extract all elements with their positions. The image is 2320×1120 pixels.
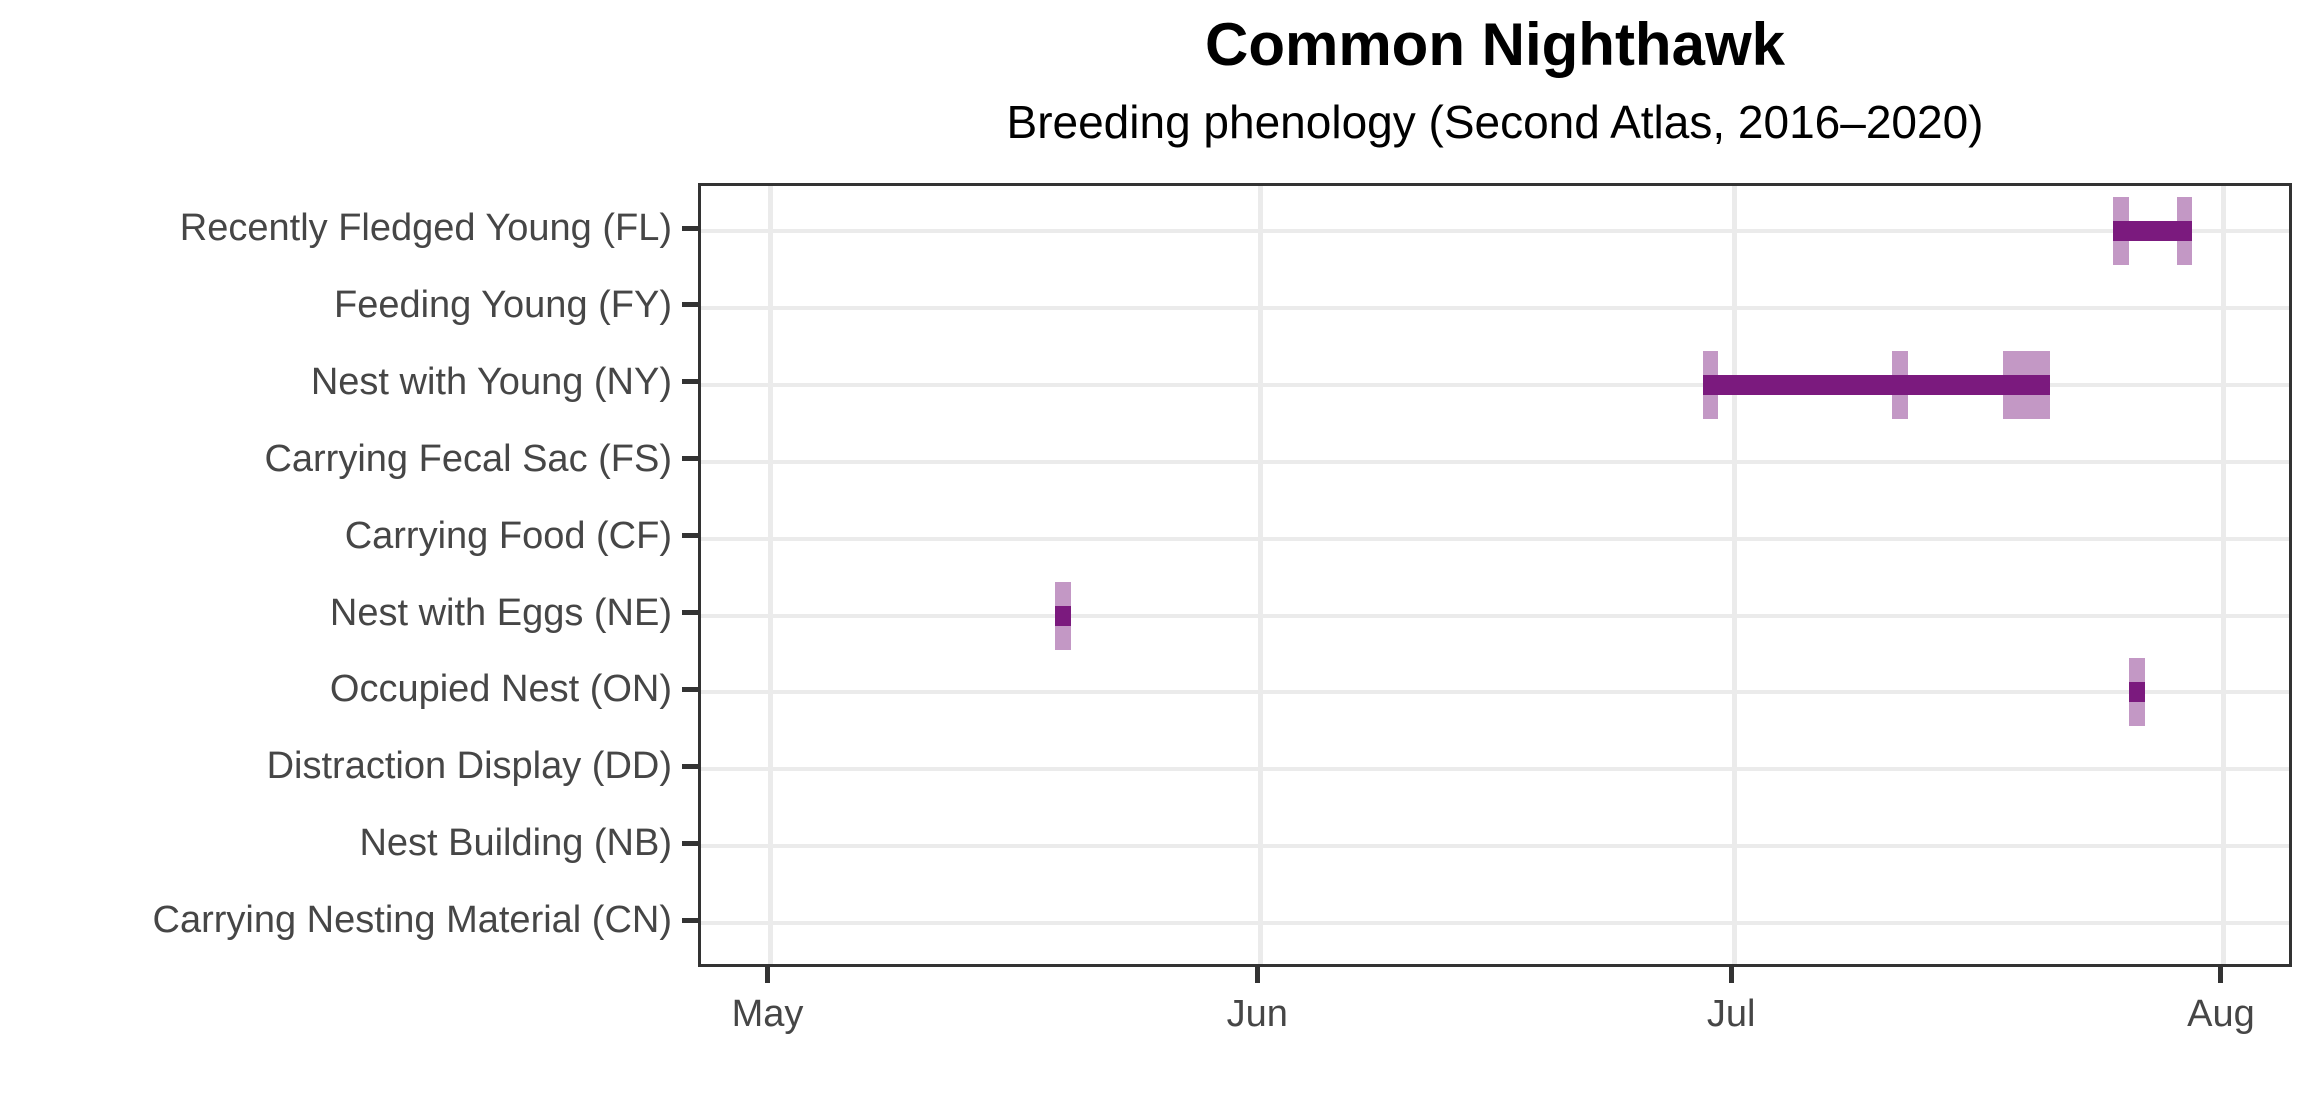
gridline-row-fs: [701, 459, 2289, 464]
y-axis-label-dd: Distraction Display (DD): [266, 745, 672, 788]
y-axis-label-ne: Nest with Eggs (NE): [329, 591, 672, 634]
y-axis-tick-cn: [682, 917, 698, 923]
x-axis-label-jul: Jul: [1706, 993, 1756, 1035]
y-axis-label-cf: Carrying Food (CF): [344, 514, 672, 557]
y-axis-tick-fy: [682, 302, 698, 308]
y-axis-tick-cf: [682, 533, 698, 539]
y-axis-tick-fs: [682, 456, 698, 462]
y-axis-tick-dd: [682, 763, 698, 769]
range-bar-ne: [1054, 605, 1071, 626]
gridline-row-ny: [701, 382, 2289, 387]
y-axis-label-on: Occupied Nest (ON): [329, 668, 672, 711]
x-axis-tick-jul: [1728, 967, 1734, 983]
x-axis-label-aug: Aug: [2187, 993, 2255, 1035]
x-axis-label-jun: Jun: [1226, 993, 1288, 1035]
gridline-month-jun: [1257, 186, 1263, 964]
y-axis-tick-ne: [682, 610, 698, 615]
gridline-month-may: [768, 186, 773, 964]
y-axis-label-fy: Feeding Young (FY): [333, 283, 672, 326]
y-axis-tick-fl: [682, 225, 698, 231]
y-axis-label-ny: Nest with Young (NY): [310, 360, 672, 403]
chart-subtitle: Breeding phenology (Second Atlas, 2016–2…: [1006, 96, 1984, 148]
gridline-row-cn: [701, 921, 2289, 926]
x-axis-label-may: May: [731, 993, 804, 1035]
gridline-row-fl: [701, 229, 2289, 233]
plot-panel: [698, 183, 2292, 967]
gridline-row-nb: [701, 844, 2289, 849]
y-axis-label-nb: Nest Building (NB): [359, 822, 672, 865]
gridline-row-fy: [701, 305, 2289, 310]
y-axis-tick-ny: [682, 379, 698, 385]
y-axis-tick-nb: [682, 840, 698, 846]
range-bar-fl: [2113, 221, 2193, 241]
x-axis-tick-may: [765, 967, 770, 983]
y-axis-label-cn: Carrying Nesting Material (CN): [152, 899, 672, 942]
range-bar-ny: [1702, 374, 2051, 395]
x-axis-tick-jun: [1254, 967, 1260, 983]
y-axis-label-fl: Recently Fledged Young (FL): [179, 207, 672, 249]
gridline-month-aug: [2221, 186, 2227, 964]
x-axis-tick-aug: [2218, 967, 2224, 983]
gridline-row-cf: [701, 536, 2289, 541]
y-axis-tick-on: [682, 686, 698, 692]
y-axis-label-fs: Carrying Fecal Sac (FS): [264, 437, 672, 480]
chart-title: Common Nighthawk: [1205, 11, 1785, 78]
gridline-row-on: [701, 690, 2289, 695]
gridline-row-ne: [701, 613, 2289, 618]
gridline-month-jul: [1731, 186, 1737, 964]
range-bar-on: [2129, 682, 2145, 703]
gridline-row-dd: [701, 767, 2289, 772]
